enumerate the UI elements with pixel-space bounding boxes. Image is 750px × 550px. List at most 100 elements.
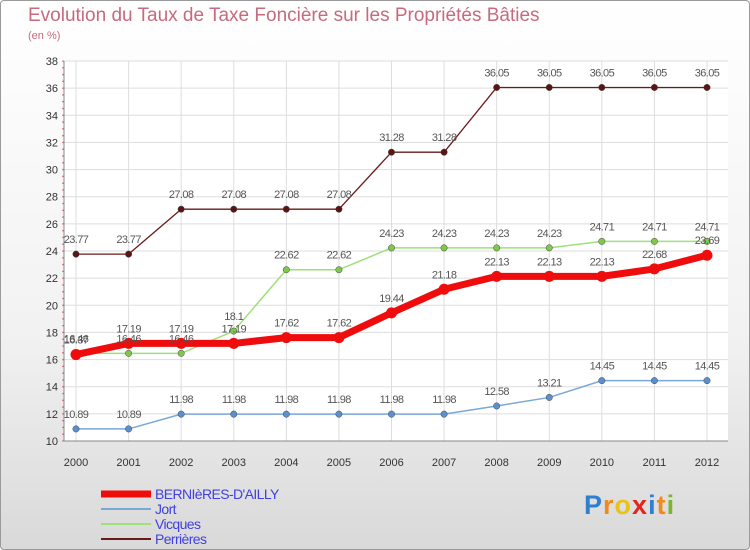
y-minor-tick [62, 311, 64, 313]
y-tick-label: 10 [46, 436, 58, 448]
x-tick-label: 2007 [432, 457, 456, 469]
y-minor-tick [62, 236, 64, 239]
x-tick-label: 2009 [537, 457, 561, 469]
y-minor-tick [62, 223, 64, 225]
data-label: 23.77 [64, 234, 89, 246]
y-minor-tick [62, 284, 64, 286]
y-minor-tick [62, 372, 64, 374]
data-label: 31.28 [432, 132, 457, 144]
data-point [440, 244, 448, 252]
data-label: 24.23 [432, 228, 457, 240]
y-minor-tick [62, 121, 64, 123]
data-label: 22.62 [274, 250, 299, 262]
y-unit-label: (en %) [28, 30, 61, 42]
data-label: 36.05 [484, 67, 509, 79]
logo-letter: x [632, 490, 649, 520]
data-label: 24.23 [379, 228, 404, 240]
data-point [545, 84, 553, 91]
y-minor-tick [62, 66, 64, 69]
data-point [282, 205, 290, 213]
data-label: 27.08 [327, 189, 352, 201]
y-tick-label: 28 [46, 192, 58, 204]
data-label: 36.05 [695, 67, 720, 79]
x-tick-label: 2003 [222, 457, 246, 469]
data-point [703, 377, 711, 385]
data-label: 24.71 [642, 221, 667, 233]
y-minor-tick [62, 161, 64, 164]
legend-label: Perrières [155, 531, 207, 547]
y-minor-tick [62, 107, 64, 110]
y-minor-tick [62, 324, 64, 327]
y-minor-tick [62, 426, 64, 429]
x-tick-label: 2008 [484, 457, 508, 469]
data-point [388, 410, 395, 418]
y-tick-label: 26 [46, 219, 58, 231]
data-point [545, 244, 553, 252]
data-point [545, 393, 553, 401]
data-point [388, 244, 395, 252]
y-minor-tick [62, 195, 64, 198]
data-label: 22.62 [327, 250, 352, 262]
y-minor-tick [62, 419, 64, 422]
y-minor-tick [62, 345, 64, 347]
data-label: 11.98 [222, 394, 246, 406]
data-label: 22.13 [484, 256, 509, 268]
y-minor-tick [62, 73, 64, 76]
data-label: 24.23 [537, 228, 562, 240]
y-minor-tick [62, 134, 64, 137]
data-point [228, 337, 240, 349]
data-label: 22.13 [537, 256, 562, 268]
data-label: 17.19 [169, 323, 194, 335]
y-minor-tick [62, 168, 64, 171]
data-point [493, 244, 501, 252]
data-label: 24.23 [484, 228, 509, 240]
data-label: 22.13 [590, 256, 615, 268]
legend-label: Vicques [155, 516, 201, 532]
data-point [230, 327, 238, 335]
data-label: 36.05 [590, 67, 615, 79]
data-label: 17.62 [274, 318, 299, 330]
logo-letter: P [584, 490, 604, 520]
data-point [123, 337, 135, 349]
y-minor-tick [62, 100, 64, 103]
data-label: 10.89 [116, 409, 141, 421]
data-label: 24.71 [695, 221, 720, 233]
y-minor-tick [62, 216, 64, 218]
data-point [282, 410, 290, 418]
y-minor-tick [62, 256, 64, 259]
y-minor-tick [62, 243, 64, 246]
data-point [440, 148, 448, 156]
y-minor-tick [62, 182, 64, 184]
y-minor-tick [62, 175, 64, 178]
y-minor-tick [62, 392, 64, 395]
proxiti-logo: Proxiti [584, 490, 675, 521]
y-tick-label: 20 [46, 300, 58, 312]
y-minor-tick [62, 80, 64, 83]
data-point [333, 332, 345, 344]
y-minor-tick [62, 94, 64, 96]
data-point [335, 410, 343, 418]
y-minor-tick [62, 155, 64, 157]
y-tick-label: 24 [46, 246, 58, 258]
y-minor-tick [62, 250, 64, 252]
logo-letter: r [603, 490, 615, 520]
y-tick-label: 36 [46, 83, 58, 95]
data-label: 14.45 [642, 361, 667, 373]
logo-letter: i [648, 490, 657, 520]
y-minor-tick [62, 413, 64, 415]
y-tick-label: 22 [46, 273, 58, 285]
data-label: 11.98 [432, 394, 456, 406]
y-minor-tick [62, 406, 64, 408]
data-label: 19.44 [379, 293, 404, 305]
y-minor-tick [62, 304, 64, 307]
legend-label: BERNIèRES-D'AILLY [155, 486, 280, 502]
data-label: 14.45 [695, 361, 720, 373]
data-label: 17.62 [327, 318, 352, 330]
y-minor-tick [62, 209, 64, 212]
y-tick-label: 32 [46, 137, 58, 149]
chart-title: Evolution du Taux de Taxe Foncière sur l… [28, 5, 540, 26]
y-minor-tick [62, 379, 64, 381]
data-point [282, 266, 290, 274]
data-point [230, 205, 238, 213]
y-minor-tick [62, 141, 64, 144]
